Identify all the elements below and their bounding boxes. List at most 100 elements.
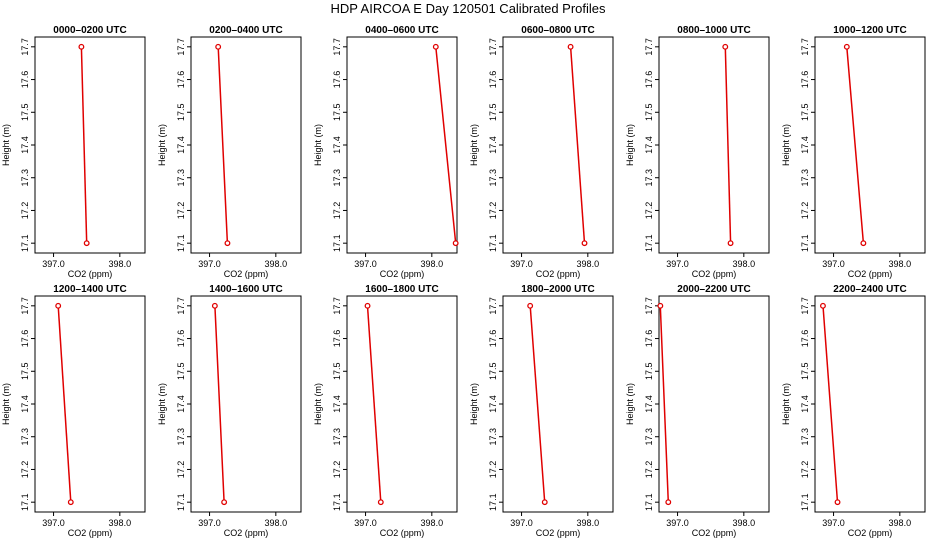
profile-line bbox=[822, 305, 839, 503]
panel: 1000–1200 UTC 17.1 17.2 17.3 17.4 17.5 17.6 17.… bbox=[781, 25, 926, 279]
data-point bbox=[722, 43, 729, 50]
y-tick-label: 17.6 bbox=[176, 330, 186, 348]
panel: 0200–0400 UTC 17.1 17.2 17.3 17.4 17.5 17.6 17.… bbox=[157, 25, 302, 279]
y-tick-label: 17.7 bbox=[20, 38, 30, 56]
x-tick-label: 398.0 bbox=[265, 518, 288, 528]
plot-frame bbox=[658, 36, 770, 254]
data-point bbox=[215, 43, 222, 50]
y-tick-label: 17.4 bbox=[644, 136, 654, 154]
y-tick-label: 17.2 bbox=[800, 202, 810, 220]
data-point bbox=[83, 240, 90, 247]
y-tick-label: 17.7 bbox=[20, 297, 30, 315]
profile-line bbox=[846, 46, 865, 244]
x-tick-label: 398.0 bbox=[109, 518, 132, 528]
panel-title: 2200–2400 UTC bbox=[833, 284, 906, 295]
data-point bbox=[834, 499, 841, 506]
x-axis-label: CO2 (ppm) bbox=[692, 528, 737, 538]
y-tick-label: 17.6 bbox=[332, 71, 342, 89]
x-tick-label: 397.0 bbox=[42, 518, 65, 528]
data-point bbox=[224, 240, 231, 247]
data-point bbox=[541, 499, 548, 506]
panel: 2200–2400 UTC 17.1 17.2 17.3 17.4 17.5 17.6 17.… bbox=[781, 284, 926, 538]
y-tick-label: 17.7 bbox=[800, 38, 810, 56]
plot-frame bbox=[502, 295, 614, 513]
y-tick-label: 17.2 bbox=[20, 461, 30, 479]
plot-frame bbox=[346, 36, 458, 254]
y-tick-label: 17.3 bbox=[20, 169, 30, 187]
data-point bbox=[665, 499, 672, 506]
y-tick-label: 17.3 bbox=[644, 428, 654, 446]
y-tick-label: 17.3 bbox=[332, 428, 342, 446]
y-tick-label: 17.1 bbox=[488, 493, 498, 511]
y-tick-label: 17.7 bbox=[800, 297, 810, 315]
y-tick-label: 17.5 bbox=[20, 104, 30, 122]
y-tick-label: 17.1 bbox=[20, 493, 30, 511]
y-axis-label: Height (m) bbox=[313, 383, 323, 425]
y-tick-label: 17.7 bbox=[332, 297, 342, 315]
y-axis-label: Height (m) bbox=[625, 124, 635, 166]
y-tick-label: 17.3 bbox=[800, 169, 810, 187]
y-axis-label: Height (m) bbox=[157, 124, 167, 166]
y-axis-label: Height (m) bbox=[469, 124, 479, 166]
y-tick-label: 17.2 bbox=[176, 202, 186, 220]
y-tick-label: 17.4 bbox=[20, 395, 30, 413]
y-tick-label: 17.5 bbox=[488, 104, 498, 122]
y-tick-label: 17.6 bbox=[488, 71, 498, 89]
plot-frame bbox=[814, 36, 926, 254]
plot-frame bbox=[814, 295, 926, 513]
profile-line bbox=[529, 305, 546, 503]
y-tick-label: 17.6 bbox=[644, 330, 654, 348]
y-tick-label: 17.5 bbox=[800, 363, 810, 381]
panel-title: 2000–2200 UTC bbox=[677, 284, 750, 295]
y-tick-label: 17.1 bbox=[644, 493, 654, 511]
y-tick-label: 17.7 bbox=[488, 297, 498, 315]
x-tick-label: 397.0 bbox=[354, 518, 377, 528]
profile-line bbox=[569, 46, 586, 244]
x-axis-label: CO2 (ppm) bbox=[224, 528, 269, 538]
y-tick-label: 17.4 bbox=[800, 395, 810, 413]
y-tick-label: 17.2 bbox=[176, 461, 186, 479]
panel-title: 0600–0800 UTC bbox=[521, 25, 594, 36]
panel: 0000–0200 UTC 17.1 17.2 17.3 17.4 17.5 17.6 17.… bbox=[1, 25, 146, 279]
data-point bbox=[527, 302, 534, 309]
y-tick-label: 17.5 bbox=[332, 104, 342, 122]
x-tick-label: 398.0 bbox=[421, 259, 444, 269]
y-tick-label: 17.1 bbox=[332, 234, 342, 252]
y-tick-label: 17.4 bbox=[176, 136, 186, 154]
y-tick-label: 17.3 bbox=[176, 169, 186, 187]
y-tick-label: 17.6 bbox=[644, 71, 654, 89]
y-tick-label: 17.3 bbox=[488, 428, 498, 446]
y-tick-label: 17.1 bbox=[800, 234, 810, 252]
profile-line bbox=[57, 305, 72, 503]
y-tick-label: 17.5 bbox=[488, 363, 498, 381]
panel-title: 1800–2000 UTC bbox=[521, 284, 594, 295]
profile-line bbox=[659, 305, 670, 503]
y-tick-label: 17.6 bbox=[488, 330, 498, 348]
y-tick-label: 17.7 bbox=[488, 38, 498, 56]
x-tick-label: 398.0 bbox=[109, 259, 132, 269]
profile-line bbox=[724, 46, 732, 244]
profile-line bbox=[217, 46, 229, 244]
panel: 0400–0600 UTC 17.1 17.2 17.3 17.4 17.5 17.6 17.… bbox=[313, 25, 459, 279]
data-point bbox=[55, 302, 62, 309]
figure-title: HDP AIRCOA E Day 120501 Calibrated Profi… bbox=[330, 1, 606, 16]
panel: 1800–2000 UTC 17.1 17.2 17.3 17.4 17.5 17.6 17.… bbox=[469, 284, 614, 538]
x-tick-label: 397.0 bbox=[354, 259, 377, 269]
panel-title: 1000–1200 UTC bbox=[833, 25, 906, 36]
y-tick-label: 17.6 bbox=[176, 71, 186, 89]
profile-line bbox=[214, 305, 225, 503]
data-point bbox=[581, 240, 588, 247]
panel-title: 1200–1400 UTC bbox=[53, 284, 126, 295]
x-tick-label: 397.0 bbox=[822, 259, 845, 269]
x-tick-label: 398.0 bbox=[733, 518, 756, 528]
y-axis-label: Height (m) bbox=[313, 124, 323, 166]
y-tick-label: 17.4 bbox=[20, 136, 30, 154]
x-tick-label: 397.0 bbox=[666, 259, 689, 269]
x-tick-label: 398.0 bbox=[889, 259, 912, 269]
y-tick-label: 17.6 bbox=[20, 330, 30, 348]
y-tick-label: 17.7 bbox=[176, 297, 186, 315]
y-tick-label: 17.5 bbox=[176, 104, 186, 122]
plot-frame bbox=[34, 36, 146, 254]
x-axis-label: CO2 (ppm) bbox=[380, 528, 425, 538]
panel: 1400–1600 UTC 17.1 17.2 17.3 17.4 17.5 17.6 17.… bbox=[157, 284, 302, 538]
